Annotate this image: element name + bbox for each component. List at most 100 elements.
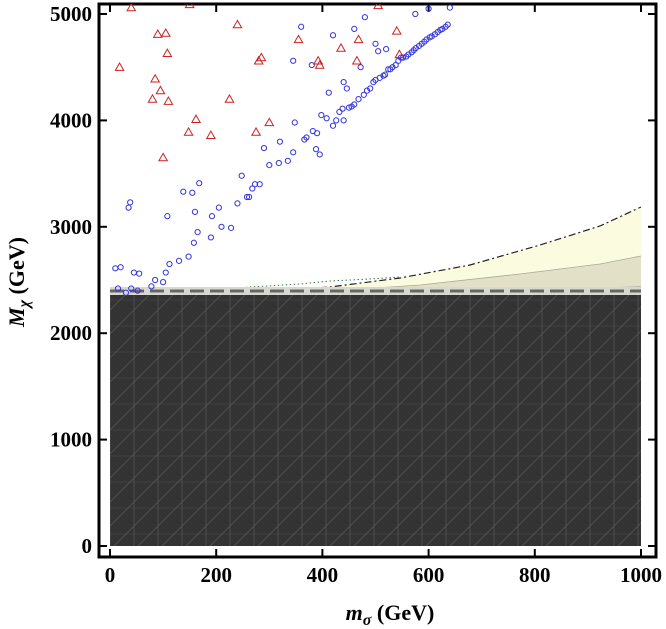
- circle-point: [351, 101, 358, 108]
- circle-point: [260, 144, 268, 152]
- circle-point: [298, 23, 305, 30]
- y-axis-title-unit: (GeV): [4, 237, 29, 300]
- circle-point: [336, 108, 343, 115]
- triangle-point: [147, 93, 158, 103]
- band-yellow: [110, 207, 641, 295]
- circle-point: [112, 265, 119, 272]
- circle-point: [208, 213, 216, 220]
- triangle-point: [394, 49, 405, 59]
- y-axis-title: Mχ (GeV): [4, 237, 33, 328]
- circle-point: [243, 193, 251, 201]
- triangle-point: [190, 114, 202, 123]
- x-tick-label: 200: [200, 563, 232, 587]
- circle-point: [130, 269, 137, 276]
- x-axis-title-unit: (GeV): [371, 600, 434, 625]
- data-markers: [112, 4, 453, 296]
- y-axis-title-sub: χ: [16, 299, 33, 309]
- circle-point: [190, 239, 197, 246]
- triangle-point: [232, 19, 243, 29]
- triangle-point: [373, 4, 384, 10]
- circle-point: [313, 130, 321, 137]
- circle-point: [166, 260, 173, 268]
- circle-point: [117, 264, 124, 271]
- y-tick-label: 4000: [50, 108, 92, 132]
- y-tick-label: 0: [82, 534, 93, 558]
- triangle-point: [264, 117, 275, 127]
- circle-point: [256, 181, 263, 188]
- triangle-point: [150, 73, 161, 83]
- triangle-point: [250, 126, 262, 136]
- x-tick-label: 1000: [620, 563, 662, 587]
- circle-point: [290, 57, 297, 64]
- circle-point: [164, 213, 171, 220]
- y-tick-label: 5000: [50, 2, 92, 26]
- circle-point: [383, 46, 390, 53]
- circle-point: [381, 71, 389, 78]
- circle-point: [367, 85, 374, 92]
- circle-point: [215, 204, 222, 211]
- band-tan: [110, 256, 641, 295]
- circle-point: [175, 257, 183, 264]
- triangle-point: [205, 130, 216, 139]
- triangle-point: [183, 126, 194, 136]
- triangle-point: [126, 4, 137, 12]
- triangle-point: [152, 29, 163, 38]
- circle-point: [444, 21, 451, 28]
- circle-point: [266, 161, 273, 169]
- triangle-point: [351, 55, 362, 65]
- circle-point: [329, 32, 337, 39]
- circle-point: [196, 180, 203, 187]
- triangle-point: [256, 52, 267, 62]
- circle-point: [361, 14, 368, 21]
- triangle-point: [160, 27, 171, 37]
- triangle-point: [114, 61, 125, 71]
- circle-point: [360, 91, 367, 98]
- triangle-point: [155, 85, 166, 95]
- circle-point: [114, 285, 122, 292]
- circle-point: [316, 151, 323, 158]
- circle-point: [325, 89, 332, 96]
- excluded-regions: [109, 206, 642, 546]
- circle-point: [303, 134, 310, 141]
- circle-point: [290, 149, 297, 156]
- circle-point: [148, 283, 155, 290]
- triangle-point: [314, 59, 325, 69]
- circle-point: [125, 204, 132, 211]
- triangle-point: [158, 152, 169, 162]
- circle-point: [318, 111, 325, 119]
- circle-point: [275, 159, 282, 167]
- circle-point: [329, 122, 337, 129]
- circle-point: [218, 223, 225, 230]
- circle-point: [128, 285, 135, 292]
- x-axis-ticks: 0 200 400 600 800 1000: [105, 4, 662, 587]
- circle-point: [136, 270, 143, 277]
- excluded-dark-region: [110, 295, 641, 546]
- triangle-point: [163, 96, 174, 105]
- circle-point: [276, 138, 284, 145]
- circle-point: [340, 117, 347, 124]
- circle-point: [446, 4, 453, 11]
- circle-point: [372, 40, 379, 47]
- circle-point: [122, 289, 130, 296]
- circle-point: [339, 105, 346, 112]
- circle-point: [380, 72, 387, 79]
- circle-point: [191, 208, 199, 216]
- circle-point: [246, 193, 253, 201]
- triangle-point: [353, 34, 364, 44]
- triangle-point: [162, 48, 173, 58]
- y-tick-label: 3000: [50, 215, 92, 239]
- triangle-point: [391, 25, 402, 35]
- x-tick-label: 600: [413, 563, 445, 587]
- circle-point: [249, 185, 256, 192]
- circle-point: [412, 10, 419, 18]
- triangle-point: [224, 93, 235, 103]
- circle-point: [333, 117, 340, 124]
- x-axis-title-sub: σ: [363, 612, 372, 629]
- circle-point: [351, 25, 358, 32]
- circle-point: [392, 61, 399, 69]
- x-axis-title: mσ (GeV): [346, 600, 435, 629]
- circle-point: [185, 253, 192, 260]
- y-axis-ticks: 0 1000 2000 3000 4000 5000: [50, 2, 656, 558]
- x-tick-label: 0: [105, 563, 116, 587]
